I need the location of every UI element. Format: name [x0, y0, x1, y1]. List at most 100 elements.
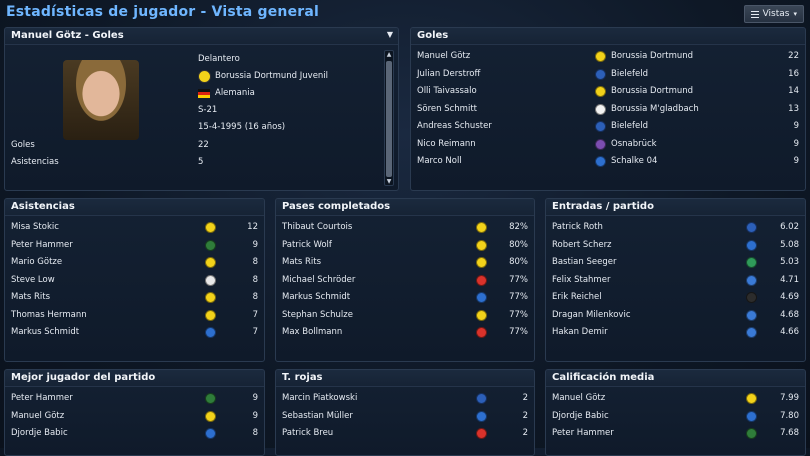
club-crest-icon[interactable]	[595, 86, 606, 97]
player-name[interactable]: Hakan Demir	[552, 327, 608, 337]
profile-scrollbar[interactable]: ▲ ▼	[384, 50, 394, 186]
club-name[interactable]: Borussia Dortmund	[611, 86, 694, 96]
club-crest-icon[interactable]	[595, 51, 606, 62]
club-crest-icon[interactable]	[476, 292, 487, 303]
player-name[interactable]: Manuel Götz	[11, 410, 65, 421]
player-name[interactable]: Misa Stokic	[11, 222, 59, 232]
club-crest-icon[interactable]	[476, 222, 487, 233]
player-name[interactable]: Peter Hammer	[552, 428, 614, 438]
player-name[interactable]: Djordje Babic	[552, 410, 609, 421]
table-row[interactable]: Erik Reichel 4.69	[546, 289, 805, 307]
player-name[interactable]: Stephan Schulze	[282, 309, 353, 320]
club-crest-icon[interactable]	[746, 327, 757, 338]
club-crest-icon[interactable]	[476, 327, 487, 338]
player-name[interactable]: Marco Noll	[417, 156, 462, 166]
player-name[interactable]: Mats Rits	[282, 257, 322, 267]
player-name[interactable]: Olli Taivassalo	[417, 86, 477, 96]
club-crest-icon[interactable]	[205, 257, 216, 268]
club-name[interactable]: Osnabrück	[611, 138, 657, 149]
table-row[interactable]: Mario Götze 8	[5, 254, 264, 272]
player-nation[interactable]: Alemania	[215, 88, 255, 98]
player-name[interactable]: Max Bollmann	[282, 327, 343, 337]
table-row[interactable]: Manuel Götz Borussia Dortmund 22	[411, 48, 805, 66]
table-row[interactable]: Djordje Babic 7.80	[546, 408, 805, 426]
club-crest-icon[interactable]	[476, 309, 487, 321]
player-name[interactable]: Manuel Götz	[417, 51, 471, 61]
player-name[interactable]: Patrick Breu	[282, 428, 334, 438]
player-name[interactable]: Patrick Roth	[552, 222, 603, 232]
player-name[interactable]: Robert Scherz	[552, 239, 612, 250]
player-name[interactable]: Sören Schmitt	[417, 103, 477, 114]
club-crest-icon[interactable]	[205, 327, 216, 338]
club-crest-icon[interactable]	[595, 156, 606, 167]
club-name[interactable]: Schalke 04	[611, 156, 658, 166]
club-name[interactable]: Bielefeld	[611, 121, 648, 131]
table-row[interactable]: Felix Stahmer 4.71	[546, 272, 805, 290]
table-row[interactable]: Marco Noll Schalke 04 9	[411, 153, 805, 171]
player-name[interactable]: Mario Götze	[11, 257, 63, 267]
table-row[interactable]: Thomas Hermann 7	[5, 307, 264, 325]
player-name[interactable]: Djordje Babic	[11, 428, 68, 438]
table-row[interactable]: Peter Hammer 7.68	[546, 425, 805, 443]
club-crest-icon[interactable]	[746, 393, 757, 404]
player-name[interactable]: Nico Reimann	[417, 138, 476, 149]
player-name[interactable]: Felix Stahmer	[552, 274, 611, 285]
club-crest-icon[interactable]	[746, 292, 757, 303]
table-row[interactable]: Michael Schröder 77%	[276, 272, 534, 290]
table-row[interactable]: Stephan Schulze 77%	[276, 307, 534, 325]
table-row[interactable]: Steve Low 8	[5, 272, 264, 290]
club-crest-icon[interactable]	[476, 410, 487, 422]
table-row[interactable]: Peter Hammer 9	[5, 237, 264, 255]
club-crest-icon[interactable]	[205, 239, 216, 251]
club-crest-icon[interactable]	[476, 428, 487, 439]
player-name[interactable]: Mats Rits	[11, 292, 51, 302]
club-crest-icon[interactable]	[476, 393, 487, 404]
table-row[interactable]: Bastian Seeger 5.03	[546, 254, 805, 272]
table-row[interactable]: Djordje Babic 8	[5, 425, 264, 443]
player-name[interactable]: Manuel Götz	[552, 393, 606, 403]
table-row[interactable]: Misa Stokic 12	[5, 219, 264, 237]
player-name[interactable]: Erik Reichel	[552, 292, 602, 302]
table-row[interactable]: Sebastian Müller 2	[276, 408, 534, 426]
club-crest-icon[interactable]	[205, 428, 216, 439]
vistas-button[interactable]: Vistas ▾	[743, 5, 804, 23]
table-row[interactable]: Patrick Wolf 80%	[276, 237, 534, 255]
club-crest-icon[interactable]	[746, 309, 757, 321]
club-crest-icon[interactable]	[595, 121, 606, 132]
player-name[interactable]: Julian Derstroff	[417, 68, 481, 79]
table-row[interactable]: Mats Rits 80%	[276, 254, 534, 272]
player-name[interactable]: Markus Schmidt	[282, 292, 351, 302]
club-name[interactable]: Bielefeld	[611, 68, 648, 79]
club-crest-icon[interactable]	[205, 309, 216, 321]
table-row[interactable]: Max Bollmann 77%	[276, 324, 534, 342]
table-row[interactable]: Andreas Schuster Bielefeld 9	[411, 118, 805, 136]
club-crest-icon[interactable]	[746, 274, 757, 286]
table-row[interactable]: Marcin Piatkowski 2	[276, 390, 534, 408]
club-crest-icon[interactable]	[595, 138, 606, 150]
club-crest-icon[interactable]	[746, 257, 757, 268]
club-crest-icon[interactable]	[205, 222, 216, 233]
club-crest-icon[interactable]	[476, 274, 487, 286]
club-name[interactable]: Borussia Dortmund	[611, 51, 694, 61]
panel-menu-icon[interactable]: ▼	[386, 30, 393, 39]
table-row[interactable]: Sören Schmitt Borussia M'gladbach 13	[411, 101, 805, 119]
table-row[interactable]: Peter Hammer 9	[5, 390, 264, 408]
player-name[interactable]: Bastian Seeger	[552, 257, 617, 267]
club-crest-icon[interactable]	[595, 68, 606, 80]
player-name[interactable]: Markus Schmidt	[11, 327, 80, 337]
club-crest-icon[interactable]	[746, 239, 757, 251]
table-row[interactable]: Markus Schmidt 7	[5, 324, 264, 342]
player-name[interactable]: Andreas Schuster	[417, 121, 492, 131]
club-crest-icon[interactable]	[205, 274, 216, 286]
table-row[interactable]: Nico Reimann Osnabrück 9	[411, 136, 805, 154]
club-crest-icon[interactable]	[205, 292, 216, 303]
club-crest-icon[interactable]	[476, 239, 487, 251]
player-name[interactable]: Michael Schröder	[282, 274, 356, 285]
table-row[interactable]: Thibaut Courtois 82%	[276, 219, 534, 237]
player-name[interactable]: Steve Low	[11, 274, 55, 285]
table-row[interactable]: Julian Derstroff Bielefeld 16	[411, 66, 805, 84]
scroll-up-icon[interactable]: ▲	[386, 51, 392, 58]
table-row[interactable]: Patrick Roth 6.02	[546, 219, 805, 237]
player-name[interactable]: Patrick Wolf	[282, 239, 332, 250]
table-row[interactable]: Dragan Milenkovic 4.68	[546, 307, 805, 325]
